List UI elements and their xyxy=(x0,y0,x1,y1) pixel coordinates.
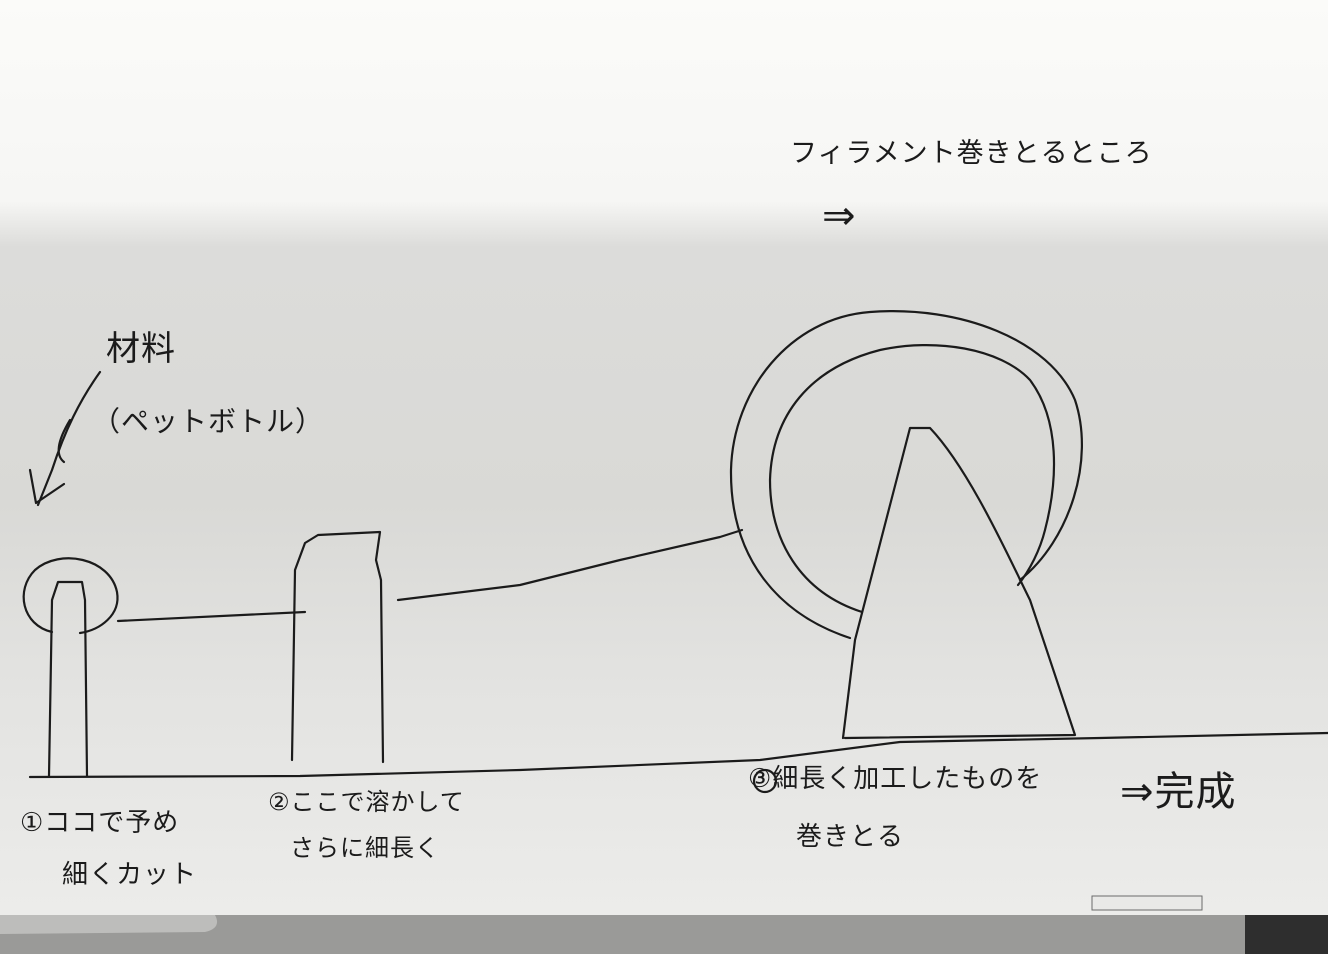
material-sub-bracket xyxy=(57,418,72,464)
small-label-sticker xyxy=(1091,895,1203,911)
filament-note-arrow: ⇒ xyxy=(822,193,857,239)
finish-label: ⇒完成 xyxy=(1120,769,1237,815)
step3-circle xyxy=(752,768,778,794)
paper-curl-edge xyxy=(0,915,218,934)
filament-line-1 xyxy=(116,610,307,623)
material-arrow-head xyxy=(28,468,66,505)
step3-label-line2: 巻きとる xyxy=(796,822,905,852)
winder-inner-circle xyxy=(768,344,1056,614)
desk-strip xyxy=(0,915,1328,954)
melting-block xyxy=(290,530,385,764)
winder-stand xyxy=(841,426,1077,740)
step3-label-line1: ③細長く加工したものを xyxy=(748,764,1043,794)
material-subtitle: （ペットボトル） xyxy=(92,405,325,438)
step1-label-line2: 細くカット xyxy=(62,860,198,890)
step1-label-line1: ①ココで予め xyxy=(20,808,180,838)
paper-sheet xyxy=(0,0,1328,915)
step2-label-line2: さらに細長く xyxy=(290,834,440,862)
filament-line-2 xyxy=(396,528,744,602)
ground-line xyxy=(28,731,1328,779)
winder-outer-circle xyxy=(729,310,1083,640)
material-stand-post xyxy=(47,580,89,778)
material-spool-circle xyxy=(22,557,119,635)
step2-label-line1: ②ここで溶かして xyxy=(268,788,465,816)
desk-dark xyxy=(1245,915,1328,954)
material-title: 材料 xyxy=(106,329,176,369)
filament-note: フィラメント巻きとるところ xyxy=(790,138,1153,169)
material-arrow xyxy=(36,370,102,507)
